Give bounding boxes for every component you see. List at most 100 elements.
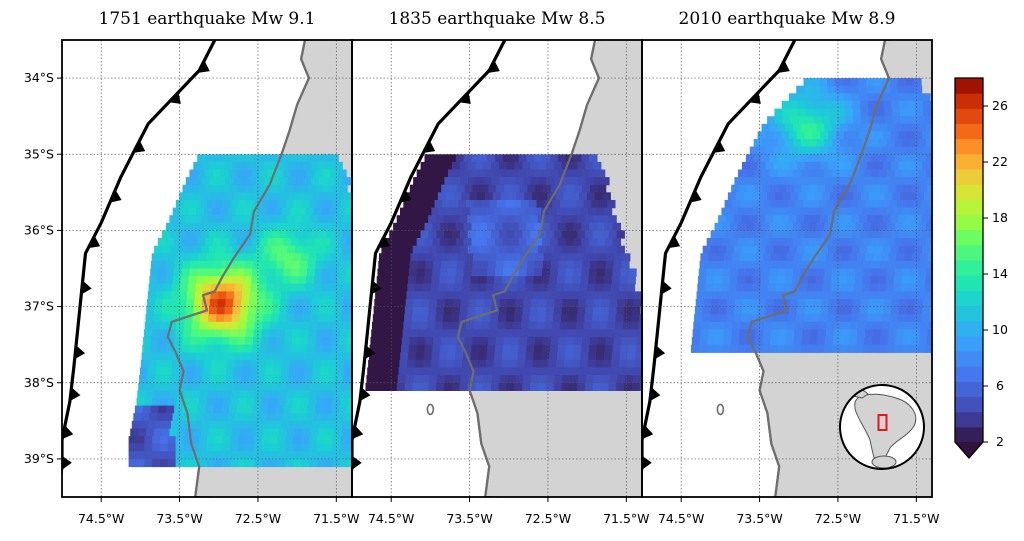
- slip-cell: [560, 314, 570, 323]
- slip-cell: [604, 344, 614, 353]
- slip-cell: [293, 436, 302, 445]
- slip-cell: [471, 268, 480, 277]
- slip-cell: [331, 260, 340, 270]
- slip-cell: [325, 321, 334, 330]
- slip-cell: [342, 382, 351, 391]
- slip-cell: [215, 200, 224, 209]
- slip-cell: [277, 458, 286, 468]
- slip-cell: [808, 123, 817, 132]
- slip-cell: [448, 154, 457, 163]
- slip-cell: [459, 230, 469, 239]
- slip-cell: [425, 184, 434, 193]
- slip-cell: [499, 299, 509, 308]
- slip-cell: [898, 131, 908, 140]
- slip-cell: [824, 154, 833, 163]
- slip-cell: [542, 260, 552, 270]
- slip-cell: [530, 230, 539, 239]
- slip-cell: [549, 344, 559, 353]
- slip-cell: [557, 154, 567, 163]
- slip-cell: [303, 299, 313, 308]
- slip-cell: [448, 260, 458, 270]
- slip-cell: [561, 306, 571, 315]
- slip-cell: [943, 253, 951, 261]
- slip-cell: [883, 230, 892, 239]
- slip-cell: [785, 169, 794, 178]
- slip-cell: [277, 398, 286, 407]
- slip-cell: [785, 344, 794, 353]
- slip-cell: [832, 268, 841, 277]
- slip-cell: [540, 283, 549, 292]
- colorbar-segment: [955, 244, 983, 261]
- slip-cell: [217, 375, 226, 384]
- slip-cell: [914, 93, 923, 102]
- slip-cell: [171, 367, 180, 376]
- slip-cell: [310, 306, 320, 315]
- slip-cell: [836, 100, 845, 110]
- slip-cell: [639, 382, 642, 391]
- slip-cell: [471, 222, 480, 231]
- slip-cell: [415, 276, 425, 285]
- slip-cell: [274, 359, 283, 369]
- slip-cell: [588, 352, 597, 361]
- slip-cell: [326, 161, 335, 171]
- slip-cell: [494, 276, 503, 285]
- slip-cell: [601, 375, 610, 384]
- slip-cell: [931, 192, 932, 201]
- slip-cell: [442, 321, 451, 330]
- slip-cell: [238, 443, 247, 452]
- slip-cell: [221, 184, 231, 193]
- slip-cell: [907, 100, 916, 110]
- slip-cell: [170, 299, 179, 308]
- slip-cell: [452, 299, 462, 308]
- slip-cell: [493, 283, 502, 292]
- slip-cell: [144, 436, 153, 445]
- slip-cell: [379, 459, 387, 467]
- slip-cell: [997, 337, 1005, 345]
- slip-cell: [296, 299, 305, 308]
- slip-cell: [437, 367, 447, 376]
- slip-cell: [930, 230, 932, 239]
- trench-triangle: [642, 425, 654, 440]
- slip-cell: [756, 200, 765, 209]
- slip-cell: [173, 268, 183, 277]
- slip-cell: [993, 307, 1001, 315]
- slip-cell: [510, 222, 520, 231]
- slip-cell: [836, 306, 845, 315]
- slip-cell: [792, 238, 802, 247]
- slip-cell: [170, 420, 180, 429]
- slip-cell: [238, 253, 247, 262]
- slip-cell: [214, 329, 223, 338]
- slip-cell: [841, 329, 850, 338]
- slip-cell: [765, 306, 774, 315]
- slip-cell: [253, 329, 262, 338]
- slip-cell: [256, 161, 265, 171]
- trench-triangle: [168, 92, 181, 104]
- coastline: [166, 40, 311, 497]
- slip-cell: [185, 382, 194, 391]
- slip-cell: [470, 359, 479, 369]
- slip-cell: [373, 306, 382, 315]
- slip-cell: [915, 299, 924, 308]
- slip-cell: [928, 321, 932, 330]
- slip-cell: [151, 337, 160, 346]
- slip-cell: [175, 458, 184, 468]
- slip-cell: [581, 169, 590, 178]
- slip-cell: [223, 321, 232, 330]
- slip-cell: [198, 329, 208, 338]
- slip-cell: [729, 207, 738, 216]
- colorbar-segment: [955, 351, 983, 367]
- slip-cell: [596, 276, 605, 285]
- slip-cell: [433, 329, 443, 338]
- slip-cell: [892, 192, 901, 201]
- slip-cell: [863, 238, 872, 247]
- slip-cell: [918, 268, 927, 277]
- slip-cell: [836, 230, 845, 239]
- slip-cell: [348, 443, 352, 452]
- slip-cell: [343, 367, 352, 376]
- slip-cell: [396, 314, 405, 323]
- slip-cell: [204, 352, 213, 361]
- slip-cell: [439, 207, 448, 216]
- slip-cell: [942, 170, 950, 178]
- slip-cell: [776, 276, 785, 285]
- slip-cell: [761, 222, 770, 231]
